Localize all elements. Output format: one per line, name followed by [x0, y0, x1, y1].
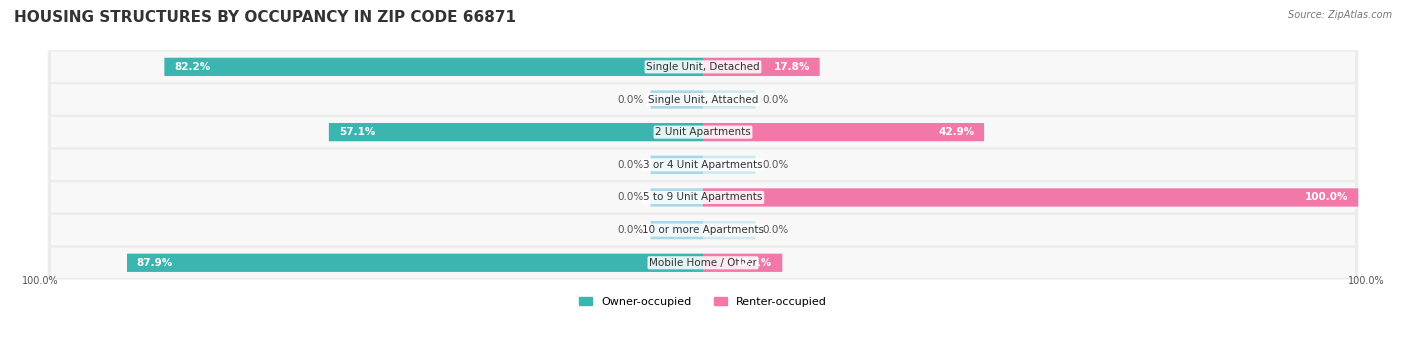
FancyBboxPatch shape [48, 213, 1358, 247]
FancyBboxPatch shape [703, 188, 1358, 207]
Text: 12.1%: 12.1% [737, 258, 772, 268]
Text: 100.0%: 100.0% [1305, 193, 1348, 202]
Text: 42.9%: 42.9% [938, 127, 974, 137]
Text: 0.0%: 0.0% [617, 225, 644, 235]
Text: Single Unit, Attached: Single Unit, Attached [648, 94, 758, 105]
FancyBboxPatch shape [127, 254, 703, 272]
FancyBboxPatch shape [165, 58, 703, 76]
Text: 100.0%: 100.0% [1348, 276, 1385, 286]
FancyBboxPatch shape [651, 156, 703, 174]
FancyBboxPatch shape [48, 148, 1358, 182]
Text: HOUSING STRUCTURES BY OCCUPANCY IN ZIP CODE 66871: HOUSING STRUCTURES BY OCCUPANCY IN ZIP C… [14, 10, 516, 25]
FancyBboxPatch shape [651, 221, 703, 239]
FancyBboxPatch shape [703, 58, 820, 76]
FancyBboxPatch shape [51, 52, 1355, 82]
FancyBboxPatch shape [51, 150, 1355, 180]
Text: 82.2%: 82.2% [174, 62, 211, 72]
FancyBboxPatch shape [48, 116, 1358, 149]
FancyBboxPatch shape [703, 123, 984, 141]
FancyBboxPatch shape [48, 50, 1358, 83]
FancyBboxPatch shape [703, 254, 782, 272]
FancyBboxPatch shape [651, 188, 703, 207]
Text: 87.9%: 87.9% [136, 258, 173, 268]
Text: 0.0%: 0.0% [762, 94, 789, 105]
FancyBboxPatch shape [703, 221, 755, 239]
FancyBboxPatch shape [51, 117, 1355, 147]
FancyBboxPatch shape [51, 215, 1355, 245]
Text: 0.0%: 0.0% [617, 94, 644, 105]
FancyBboxPatch shape [51, 248, 1355, 278]
FancyBboxPatch shape [51, 182, 1355, 212]
FancyBboxPatch shape [51, 84, 1355, 115]
Legend: Owner-occupied, Renter-occupied: Owner-occupied, Renter-occupied [575, 292, 831, 311]
FancyBboxPatch shape [651, 90, 703, 109]
FancyBboxPatch shape [703, 156, 755, 174]
FancyBboxPatch shape [48, 181, 1358, 214]
Text: 5 to 9 Unit Apartments: 5 to 9 Unit Apartments [644, 193, 762, 202]
Text: 2 Unit Apartments: 2 Unit Apartments [655, 127, 751, 137]
Text: 0.0%: 0.0% [617, 160, 644, 170]
Text: 17.8%: 17.8% [773, 62, 810, 72]
Text: 57.1%: 57.1% [339, 127, 375, 137]
Text: 0.0%: 0.0% [617, 193, 644, 202]
Text: Single Unit, Detached: Single Unit, Detached [647, 62, 759, 72]
Text: Source: ZipAtlas.com: Source: ZipAtlas.com [1288, 10, 1392, 20]
Text: 3 or 4 Unit Apartments: 3 or 4 Unit Apartments [643, 160, 763, 170]
Text: 100.0%: 100.0% [21, 276, 58, 286]
FancyBboxPatch shape [329, 123, 703, 141]
FancyBboxPatch shape [703, 90, 755, 109]
Text: 10 or more Apartments: 10 or more Apartments [643, 225, 763, 235]
Text: 0.0%: 0.0% [762, 225, 789, 235]
Text: Mobile Home / Other: Mobile Home / Other [650, 258, 756, 268]
Text: 0.0%: 0.0% [762, 160, 789, 170]
FancyBboxPatch shape [48, 83, 1358, 116]
FancyBboxPatch shape [48, 246, 1358, 279]
